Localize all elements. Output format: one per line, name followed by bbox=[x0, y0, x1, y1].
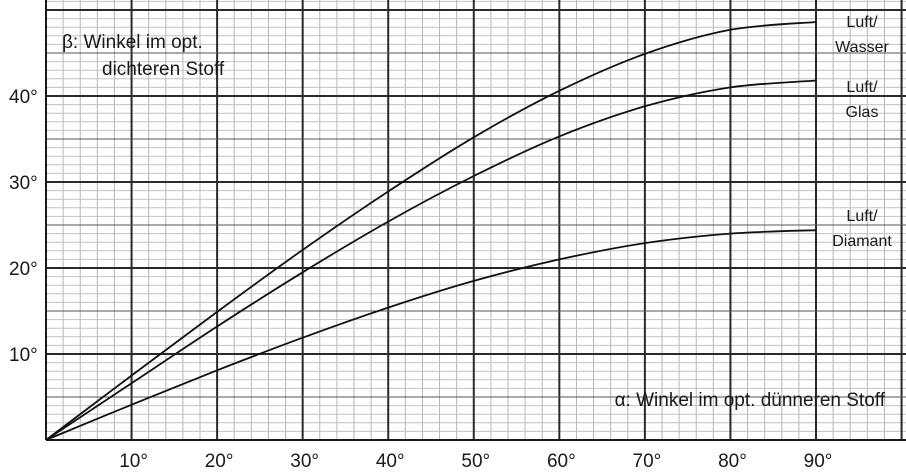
y-tick-label: 30° bbox=[9, 173, 38, 194]
series-label-glas: Luft/ Glas bbox=[846, 79, 879, 121]
x-tick-label: 70° bbox=[633, 451, 662, 472]
series-label-wasser-line-2: Wasser bbox=[835, 39, 889, 56]
series-label-diamant: Luft/ Diamant bbox=[832, 208, 892, 250]
y-tick-label: 10° bbox=[9, 345, 38, 366]
series-label-glas-line-1: Luft/ bbox=[846, 79, 878, 96]
y-axis-label-line-2: dichteren Stoff bbox=[102, 59, 225, 80]
series-label-diamant-line-2: Diamant bbox=[832, 233, 892, 250]
series-label-wasser: Luft/ Wasser bbox=[835, 14, 889, 56]
series-label-glas-line-2: Glas bbox=[846, 104, 879, 121]
series-line-glas bbox=[45, 79, 817, 441]
x-tick-label: 30° bbox=[290, 451, 319, 472]
series-group bbox=[45, 21, 817, 441]
x-tick-label: 40° bbox=[376, 451, 405, 472]
series-line-diamant bbox=[45, 229, 817, 441]
y-axis-label-line-1: β: Winkel im opt. bbox=[62, 32, 203, 53]
x-tick-label: 20° bbox=[205, 451, 234, 472]
x-tick-label: 80° bbox=[718, 451, 747, 472]
x-tick-label: 10° bbox=[119, 451, 148, 472]
tick-labels: 10° 20° 30° 40° 50° 60° 70° 80° 90° 10° 20° 30° 40° bbox=[9, 87, 832, 472]
series-label-diamant-line-1: Luft/ bbox=[846, 208, 878, 225]
series-line-wasser bbox=[45, 21, 817, 441]
major-grid bbox=[45, 0, 906, 441]
x-tick-label: 60° bbox=[547, 451, 576, 472]
x-tick-label: 90° bbox=[804, 451, 833, 472]
y-tick-label: 40° bbox=[9, 87, 38, 108]
series-label-wasser-line-1: Luft/ bbox=[846, 14, 878, 31]
x-axis-label: α: Winkel im opt. dünneren Stoff bbox=[615, 390, 886, 411]
y-tick-label: 20° bbox=[9, 259, 38, 280]
minor-grid bbox=[46, 0, 906, 440]
x-tick-label: 50° bbox=[461, 451, 490, 472]
